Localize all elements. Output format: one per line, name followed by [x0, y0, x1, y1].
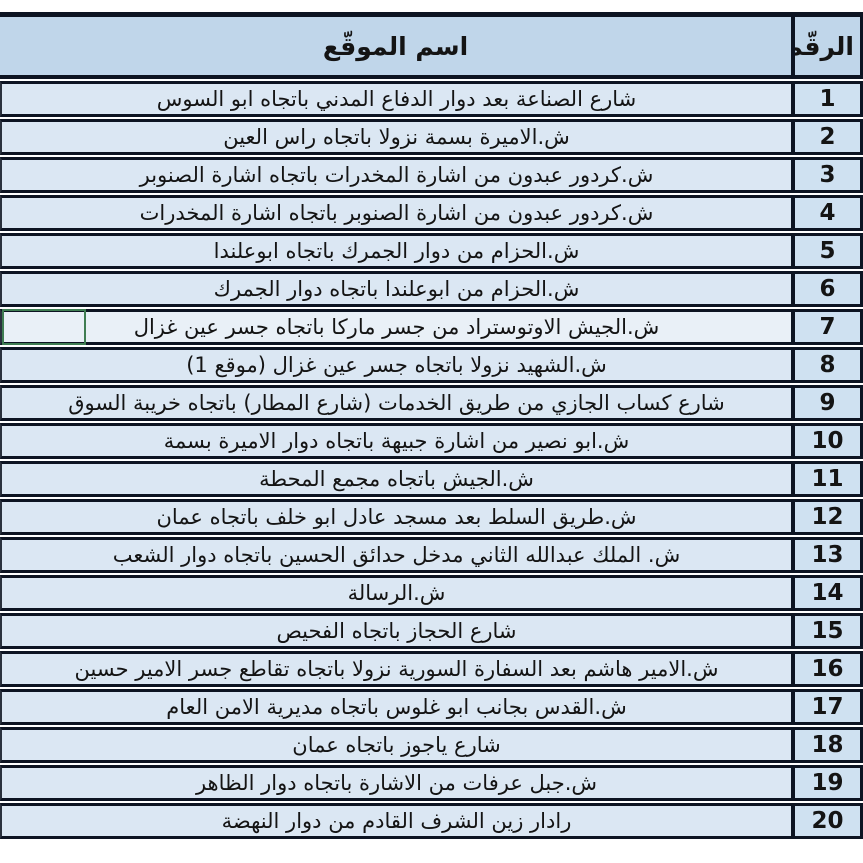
- table-row: 10 ش.ابو نصير من اشارة جبيهة باتجاه دوار…: [0, 423, 863, 459]
- number-cell: 12: [791, 499, 863, 535]
- location-cell: رادار زين الشرف القادم من دوار النهضة: [0, 803, 791, 839]
- number-cell: 14: [791, 575, 863, 611]
- location-cell: ش.طريق السلط بعد مسجد عادل ابو خلف باتجا…: [0, 499, 791, 535]
- number-cell: 6: [791, 271, 863, 307]
- location-cell: ش.الشهيد نزولا باتجاه جسر عين غزال (موقع…: [0, 347, 791, 383]
- number-cell: 10: [791, 423, 863, 459]
- table-row: 19 ش.جبل عرفات من الاشارة باتجاه دوار ال…: [0, 765, 863, 801]
- location-cell: ش.الامير هاشم بعد السفارة السورية نزولا …: [0, 651, 791, 687]
- document-sheet: الرقّم اسم الموقّع 1 شارع الصناعة بعد دو…: [0, 10, 863, 841]
- number-cell: 11: [791, 461, 863, 497]
- location-cell: ش.ابو نصير من اشارة جبيهة باتجاه دوار ال…: [0, 423, 791, 459]
- number-cell: 17: [791, 689, 863, 725]
- table-row: 11 ش.الجيش باتجاه مجمع المحطة: [0, 461, 863, 497]
- table-row: 4 ش.كردور عبدون من اشارة الصنوبر باتجاه …: [0, 195, 863, 231]
- location-cell: ش. الملك عبدالله الثاني مدخل حدائق الحسي…: [0, 537, 791, 573]
- location-cell: ش.الاميرة بسمة نزولا باتجاه راس العين: [0, 119, 791, 155]
- number-cell: 13: [791, 537, 863, 573]
- table-row: 5 ش.الحزام من دوار الجمرك باتجاه ابوعلند…: [0, 233, 863, 269]
- number-cell: 19: [791, 765, 863, 801]
- location-cell: ش.جبل عرفات من الاشارة باتجاه دوار الظاه…: [0, 765, 791, 801]
- location-cell: ش.الحزام من ابوعلندا باتجاه دوار الجمرك: [0, 271, 791, 307]
- number-cell: 2: [791, 119, 863, 155]
- number-cell: 5: [791, 233, 863, 269]
- number-cell: 18: [791, 727, 863, 763]
- table-row: 18 شارع ياجوز باتجاه عمان: [0, 727, 863, 763]
- location-cell: شارع الصناعة بعد دوار الدفاع المدني باتج…: [0, 81, 791, 117]
- location-cell: ش.الرسالة: [0, 575, 791, 611]
- table-row: 3 ش.كردور عبدون من اشارة المخدرات باتجاه…: [0, 157, 863, 193]
- number-cell: 3: [791, 157, 863, 193]
- location-cell: شارع ياجوز باتجاه عمان: [0, 727, 791, 763]
- location-cell: شارع كساب الجازي من طريق الخدمات (شارع ا…: [0, 385, 791, 421]
- number-cell: 1: [791, 81, 863, 117]
- table-row: 17 ش.القدس بجانب ابو غلوس باتجاه مديرية …: [0, 689, 863, 725]
- table-row: 16 ش.الامير هاشم بعد السفارة السورية نزو…: [0, 651, 863, 687]
- header-row: الرقّم اسم الموقّع: [0, 12, 863, 79]
- table-row-selected: 7 ش.الجيش الاوتوستراد من جسر ماركا باتجا…: [0, 309, 863, 345]
- table-row: 14 ش.الرسالة: [0, 575, 863, 611]
- table-row: 2 ش.الاميرة بسمة نزولا باتجاه راس العين: [0, 119, 863, 155]
- location-cell: ش.كردور عبدون من اشارة الصنوبر باتجاه اش…: [0, 195, 791, 231]
- table-row: 1 شارع الصناعة بعد دوار الدفاع المدني با…: [0, 81, 863, 117]
- location-cell: ش.القدس بجانب ابو غلوس باتجاه مديرية الا…: [0, 689, 791, 725]
- number-cell: 16: [791, 651, 863, 687]
- location-cell: ش.الجيش الاوتوستراد من جسر ماركا باتجاه …: [0, 309, 791, 345]
- location-cell: ش.كردور عبدون من اشارة المخدرات باتجاه ا…: [0, 157, 791, 193]
- location-cell: ش.الحزام من دوار الجمرك باتجاه ابوعلندا: [0, 233, 791, 269]
- radar-locations-table: الرقّم اسم الموقّع 1 شارع الصناعة بعد دو…: [0, 10, 863, 841]
- table-row: 6 ش.الحزام من ابوعلندا باتجاه دوار الجمر…: [0, 271, 863, 307]
- location-cell: شارع الحجاز باتجاه الفحيص: [0, 613, 791, 649]
- number-cell: 15: [791, 613, 863, 649]
- table-row: 12 ش.طريق السلط بعد مسجد عادل ابو خلف با…: [0, 499, 863, 535]
- number-cell: 20: [791, 803, 863, 839]
- location-cell: ش.الجيش باتجاه مجمع المحطة: [0, 461, 791, 497]
- number-cell: 7: [791, 309, 863, 345]
- number-cell: 4: [791, 195, 863, 231]
- table-row: 9 شارع كساب الجازي من طريق الخدمات (شارع…: [0, 385, 863, 421]
- header-location-name: اسم الموقّع: [0, 12, 791, 79]
- table-row: 8 ش.الشهيد نزولا باتجاه جسر عين غزال (مو…: [0, 347, 863, 383]
- number-cell: 9: [791, 385, 863, 421]
- table-row: 15 شارع الحجاز باتجاه الفحيص: [0, 613, 863, 649]
- table-row: 13 ش. الملك عبدالله الثاني مدخل حدائق ال…: [0, 537, 863, 573]
- number-cell: 8: [791, 347, 863, 383]
- header-number: الرقّم: [791, 12, 863, 79]
- table-row: 20 رادار زين الشرف القادم من دوار النهضة: [0, 803, 863, 839]
